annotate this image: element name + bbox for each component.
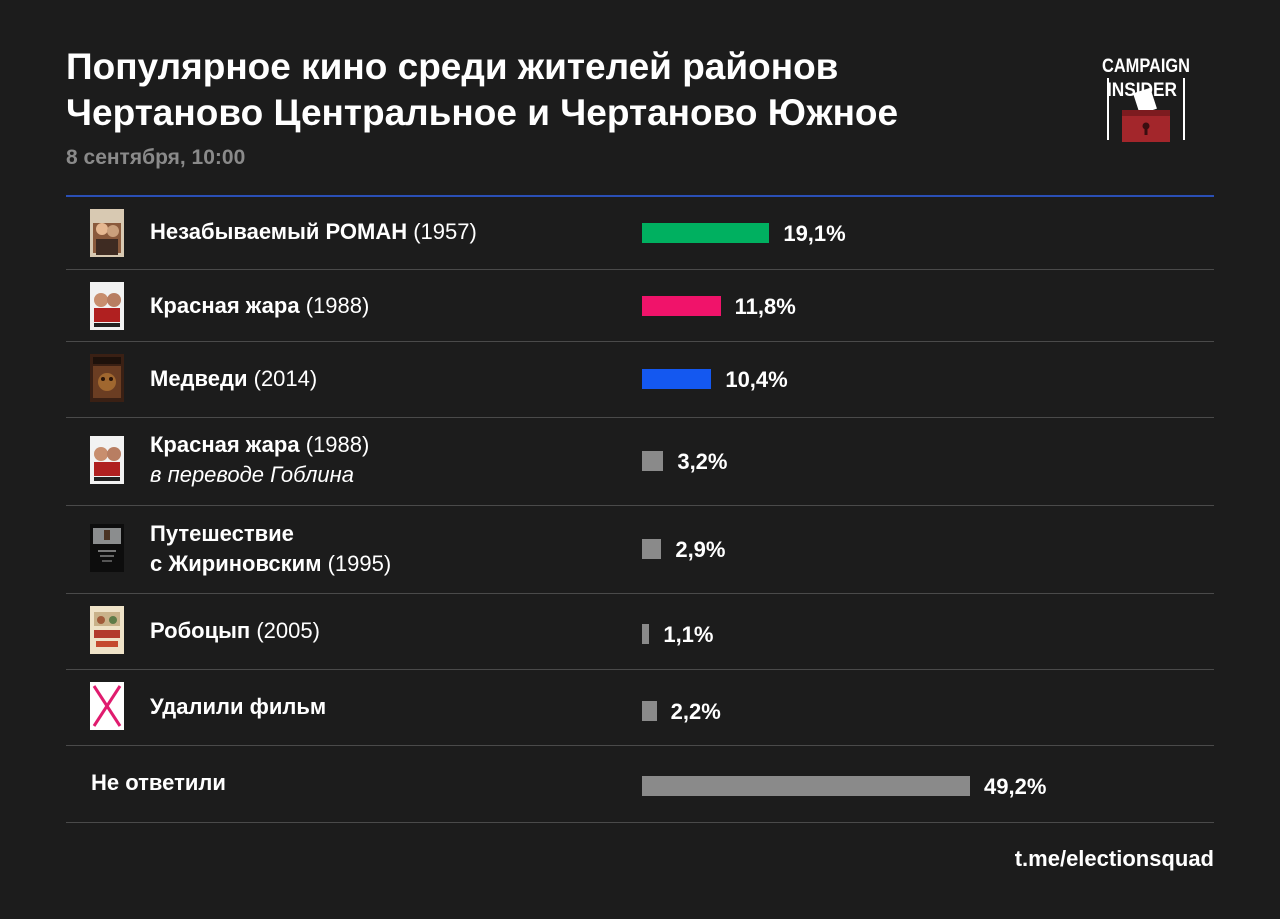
film-title-line2: с Жириновским: [150, 551, 322, 576]
row-label: Путешествие с Жириновским (1995): [150, 519, 391, 579]
bar: [642, 451, 664, 471]
campaign-insider-logo: CAMPAIGN INSIDER: [1102, 56, 1190, 142]
film-year: (1988): [305, 293, 370, 318]
film-year: (1995): [327, 551, 392, 576]
title-line-2: Чертаново Центральное и Чертаново Южное: [66, 92, 899, 133]
bar-value-label: 1,1%: [663, 622, 714, 647]
bar-value-label: 2,9%: [675, 537, 726, 562]
chart-title: Популярное кино среди жителей районов Че…: [66, 44, 898, 136]
row-label: Незабываемый РОМАН (1957): [150, 217, 477, 247]
bar: [642, 624, 650, 644]
film-title: Медведи: [150, 366, 248, 391]
film-title: Красная жара: [150, 432, 300, 457]
row-label: Красная жара (1988) в переводе Гоблина: [150, 430, 369, 490]
header-divider: [66, 195, 1214, 197]
film-title: Не ответили: [91, 770, 226, 795]
row-label: Робоцып (2005): [150, 616, 320, 646]
bar: [642, 539, 662, 559]
bar: [642, 296, 721, 316]
film-year: (1957): [413, 219, 477, 244]
row-label: Удалили фильм: [150, 692, 326, 722]
film-year: (2005): [256, 618, 320, 643]
row-label: Медведи (2014): [150, 364, 317, 394]
logo-text-line1: CAMPAIGN: [1102, 56, 1190, 77]
table-row: Не ответили: [66, 746, 1214, 823]
table-row: Незабываемый РОМАН (1957): [66, 197, 1214, 270]
bar: [642, 701, 657, 721]
bar-value-label: 10,4%: [725, 367, 788, 392]
bar-value-label: 3,2%: [677, 449, 728, 474]
film-title: Незабываемый РОМАН: [150, 219, 408, 244]
table-row: Путешествие с Жириновским (1995): [66, 506, 1214, 594]
row-label: Не ответили: [91, 768, 226, 798]
source-link[interactable]: t.me/electionsquad: [1014, 846, 1214, 871]
film-title: Робоцып: [150, 618, 251, 643]
poster-robot-chicken-icon: [90, 606, 124, 654]
film-title-line1: Путешествие: [150, 521, 294, 546]
table-row: Медведи (2014): [66, 342, 1214, 418]
deleted-cross-icon: [90, 682, 124, 730]
title-line-1: Популярное кино среди жителей районов: [66, 46, 839, 87]
table-row: Робоцып (2005): [66, 594, 1214, 670]
table-row: Удалили фильм: [66, 670, 1214, 746]
poster-red-heat-icon: [90, 282, 124, 330]
bar-value-label: 11,8%: [734, 294, 796, 319]
table-row: Красная жара (1988): [66, 270, 1214, 342]
table-row: Красная жара (1988) в переводе Гоблина: [66, 418, 1214, 506]
poster-red-heat-icon: [90, 436, 124, 484]
film-year: (1988): [305, 432, 370, 457]
bar: [642, 223, 770, 243]
film-year: (2014): [253, 366, 318, 391]
film-title: Удалили фильм: [150, 694, 327, 719]
row-label: Красная жара (1988): [150, 291, 369, 321]
poster-romance-icon: [90, 209, 124, 257]
bar-value-label: 2,2%: [670, 699, 721, 724]
bar-value-label: 19,1%: [783, 221, 846, 246]
film-note: в переводе Гоблина: [150, 462, 354, 487]
poster-bears-icon: [90, 354, 124, 402]
film-title: Красная жара: [150, 293, 300, 318]
chart-subtitle: 8 сентября, 10:00: [66, 146, 246, 169]
bar: [642, 369, 712, 389]
poster-zhirinovsky-icon: [90, 524, 124, 572]
bar: [642, 776, 970, 796]
ballot-box-icon: [1107, 78, 1185, 142]
bar-value-label: 49,2%: [984, 774, 1047, 799]
